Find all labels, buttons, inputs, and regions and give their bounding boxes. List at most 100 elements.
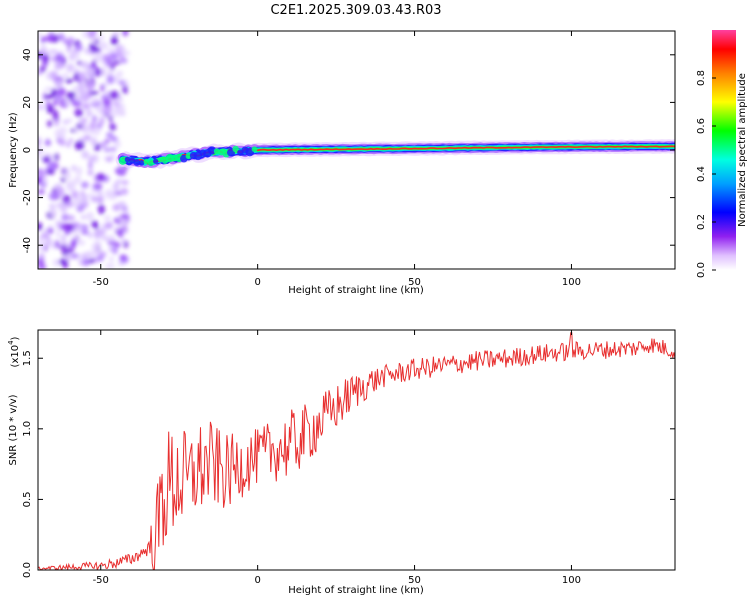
x-tick-label: 0 xyxy=(254,277,260,288)
noise-blob xyxy=(88,232,93,239)
noise-blob xyxy=(113,103,118,113)
spectrogram-x-label: Height of straight line (km) xyxy=(288,285,424,296)
x-tick-label: 100 xyxy=(562,277,581,288)
snr-panel: -50 0 50 100 0.0 0.5 1.0 1.5 Height of straigh… xyxy=(7,329,676,596)
noise-blob xyxy=(54,153,59,162)
x-tick-label: -50 xyxy=(93,575,109,586)
noise-blob xyxy=(40,35,46,44)
noise-blob xyxy=(44,86,54,92)
noise-blob xyxy=(57,87,66,97)
noise-blob xyxy=(90,196,99,203)
noise-blob xyxy=(117,96,123,102)
noise-blob xyxy=(38,148,45,153)
noise-blob xyxy=(77,79,82,84)
noise-blob xyxy=(89,42,95,51)
noise-blob xyxy=(57,53,65,63)
ridge-blob xyxy=(157,156,163,163)
ridge-blob xyxy=(124,156,131,163)
noise-blob xyxy=(91,248,100,257)
noise-blob xyxy=(46,168,55,175)
spectrogram-x-ticks: -50 0 50 100 xyxy=(93,31,581,288)
snr-series-line xyxy=(38,332,675,570)
noise-blob xyxy=(114,140,121,148)
noise-blob xyxy=(75,166,83,176)
noise-blob xyxy=(118,228,124,239)
noise-blob xyxy=(102,106,113,115)
noise-blob xyxy=(81,31,89,39)
noise-blob xyxy=(65,202,74,208)
noise-blob xyxy=(89,90,99,95)
noise-blob xyxy=(80,61,90,69)
spectrogram-y-ticks: -40 -20 0 20 40 xyxy=(22,48,675,253)
snr-x-ticks: -50 0 50 100 xyxy=(93,330,581,586)
noise-blob xyxy=(121,50,131,56)
noise-blob xyxy=(52,109,59,119)
y-tick-label: -20 xyxy=(22,189,33,205)
noise-blob xyxy=(118,79,126,86)
colorbar-tick-label: 0.8 xyxy=(696,70,707,86)
noise-blob xyxy=(38,189,45,195)
spectrogram-panel: -50 0 50 100 -40 -20 0 20 40 Height of straight… xyxy=(8,30,748,296)
noise-blob xyxy=(81,150,90,159)
noise-blob xyxy=(67,246,74,253)
noise-blob xyxy=(67,214,75,221)
noise-blob xyxy=(111,35,118,43)
noise-blob xyxy=(110,147,117,152)
y-tick-label: 1.5 xyxy=(22,350,33,366)
snr-y-ticks: 0.0 0.5 1.0 1.5 xyxy=(22,350,675,578)
noise-blob xyxy=(64,253,72,262)
noise-blob xyxy=(45,72,52,80)
noise-blob xyxy=(57,34,66,41)
noise-blob xyxy=(74,43,83,52)
noise-blob xyxy=(101,235,109,241)
snr-y-label: SNR (10 * v/v) xyxy=(8,394,19,465)
noise-blob xyxy=(62,119,70,125)
noise-blob xyxy=(121,180,129,185)
noise-blob xyxy=(91,37,96,45)
colorbar-tick-label: 0.4 xyxy=(696,166,707,182)
noise-blob xyxy=(80,214,86,220)
noise-blob xyxy=(103,215,111,221)
y-tick-label: 0.5 xyxy=(22,491,33,507)
noise-blob xyxy=(121,239,127,244)
noise-blob xyxy=(54,79,63,89)
noise-blob xyxy=(46,120,53,128)
noise-blob xyxy=(87,213,94,219)
x-tick-label: 0 xyxy=(254,575,260,586)
noise-blob xyxy=(103,81,109,88)
noise-blob xyxy=(61,213,70,222)
noise-blob xyxy=(109,136,118,142)
noise-blob xyxy=(38,104,45,110)
noise-blob xyxy=(40,233,49,239)
noise-blob xyxy=(60,234,66,245)
noise-blob xyxy=(66,45,71,53)
noise-blob xyxy=(109,122,115,127)
noise-blob xyxy=(68,138,74,143)
noise-blob xyxy=(52,258,61,267)
noise-blob xyxy=(101,61,108,66)
noise-blob xyxy=(48,191,59,201)
noise-blob xyxy=(96,196,104,204)
ridge-blob xyxy=(143,158,149,165)
noise-blob xyxy=(53,119,60,127)
noise-blob xyxy=(119,55,125,63)
noise-blob xyxy=(119,214,130,220)
noise-blob xyxy=(45,34,55,43)
noise-blob xyxy=(120,187,129,196)
noise-blob xyxy=(77,71,86,81)
noise-blob xyxy=(50,88,58,97)
ridge-blob xyxy=(133,158,141,166)
ridge-blob xyxy=(251,146,258,153)
y-tick-label: 40 xyxy=(22,48,33,61)
noise-blob xyxy=(71,190,79,199)
noise-blob xyxy=(65,78,73,84)
noise-blob xyxy=(62,259,69,269)
noise-blob xyxy=(91,31,97,37)
noise-blob xyxy=(108,192,118,199)
noise-blob xyxy=(50,55,57,62)
noise-blob xyxy=(66,141,71,148)
noise-blob xyxy=(78,193,84,202)
noise-blob xyxy=(85,67,96,77)
noise-blob xyxy=(83,193,94,199)
